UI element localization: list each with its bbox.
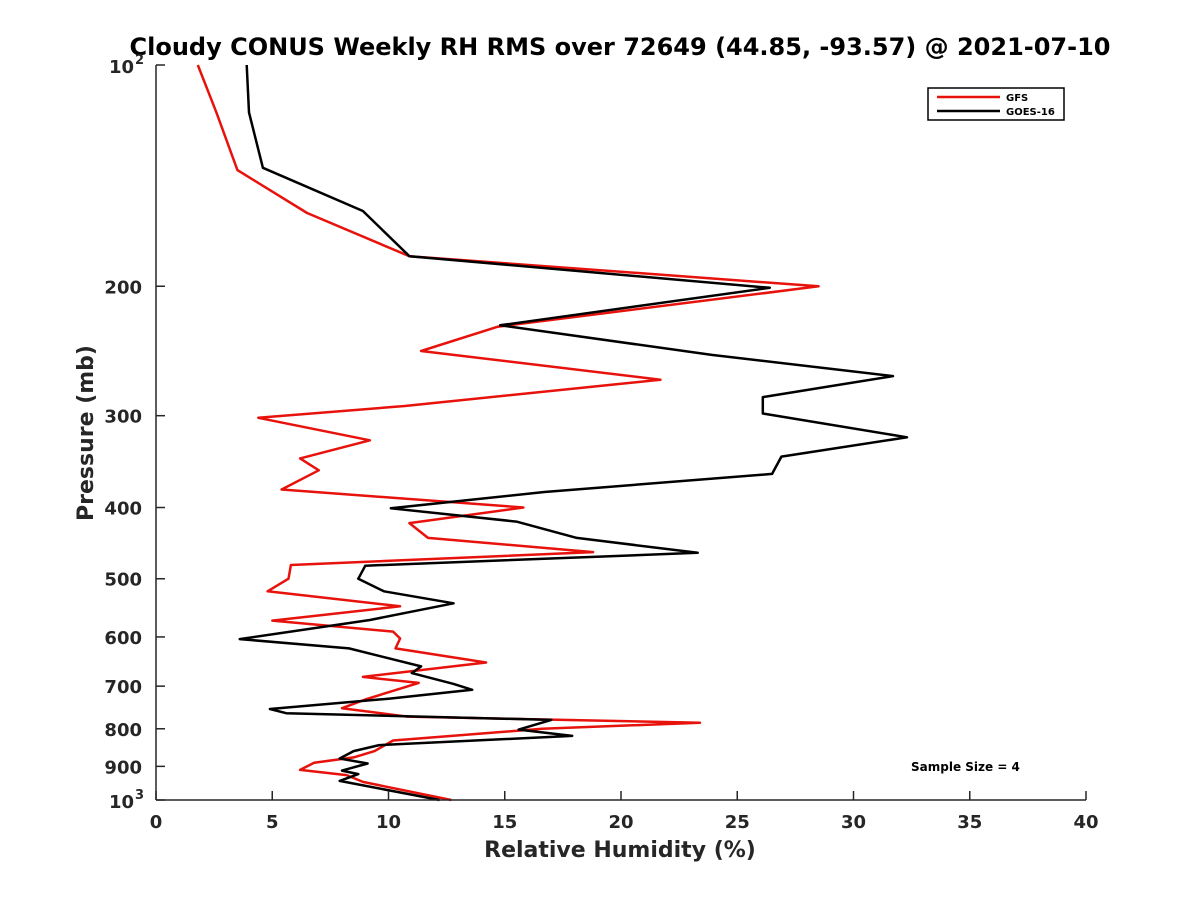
series-line-gfs [196, 64, 820, 802]
x-tick-label: 20 [608, 812, 633, 833]
x-tick-label: 30 [841, 812, 866, 833]
y-tick-exponent: 2 [135, 53, 144, 68]
y-tick-label: 10 [109, 792, 134, 813]
x-tick-label: 5 [266, 812, 279, 833]
x-tick-label: 0 [150, 812, 163, 833]
legend: GFS GOES-16 [927, 87, 1065, 121]
chart-title: Cloudy CONUS Weekly RH RMS over 72649 (4… [130, 33, 1111, 61]
y-axis-label-group: Pressure (mb) [74, 345, 99, 521]
x-tick-label: 40 [1073, 812, 1098, 833]
y-tick-label: 500 [104, 570, 142, 591]
x-tick-label: 35 [957, 812, 982, 833]
y-tick-label: 700 [104, 677, 142, 698]
y-tick-label: 300 [104, 407, 142, 428]
y-tick-label: 10 [109, 57, 134, 78]
legend-box [927, 87, 1065, 121]
x-tick-label: 15 [492, 812, 517, 833]
series-line-goes16 [238, 64, 909, 802]
y-tick-label: 800 [104, 720, 142, 741]
axes-layer [155, 65, 1086, 801]
y-tick-label: 200 [104, 277, 142, 298]
y-tick-exponent: 3 [135, 788, 144, 803]
x-axis-label: Relative Humidity (%) [484, 838, 756, 863]
x-tick-label: 25 [725, 812, 750, 833]
legend-label-gfs: GFS [1006, 93, 1028, 104]
x-tick-label: 10 [376, 812, 401, 833]
legend-label-goes16: GOES-16 [1006, 107, 1055, 118]
y-tick-label: 600 [104, 628, 142, 649]
series-layer [196, 64, 909, 802]
sample-size-annotation: Sample Size = 4 [911, 760, 1020, 774]
y-axis-label: Pressure (mb) [74, 345, 99, 521]
y-tick-label: 400 [104, 499, 142, 520]
y-tick-label: 900 [104, 757, 142, 778]
